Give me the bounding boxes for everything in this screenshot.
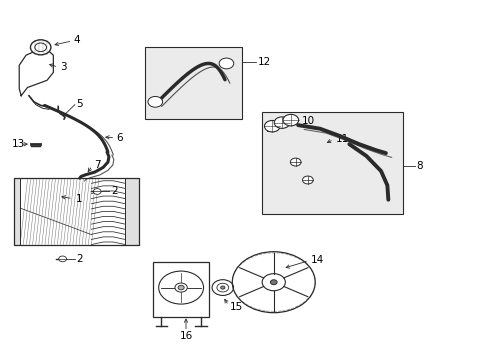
Text: 16: 16 [179,331,192,341]
Text: 4: 4 [74,35,81,45]
Circle shape [290,158,301,166]
Circle shape [212,280,233,296]
Text: 11: 11 [335,134,348,144]
Text: 13: 13 [11,139,24,149]
Text: 1: 1 [76,194,83,204]
Circle shape [220,286,224,289]
Bar [125,178,139,244]
Bar [261,112,402,214]
Circle shape [264,121,280,132]
Circle shape [274,117,289,129]
Text: 12: 12 [257,57,270,67]
Polygon shape [19,51,53,96]
Bar [14,178,20,244]
Bar [153,262,209,317]
Text: 8: 8 [416,161,423,171]
Circle shape [35,43,46,51]
Text: 9: 9 [265,124,271,134]
Text: 15: 15 [230,302,243,312]
Circle shape [148,96,162,107]
Circle shape [93,189,101,194]
Bar [14,178,20,244]
Circle shape [283,114,298,126]
Text: 7: 7 [94,159,101,170]
Circle shape [59,256,66,262]
Text: 2: 2 [111,186,117,197]
Circle shape [30,40,51,55]
Circle shape [219,58,233,69]
Text: 6: 6 [117,133,123,143]
Text: 14: 14 [310,255,323,265]
Bar [125,178,139,244]
Text: 2: 2 [76,254,83,264]
Bar [14,178,139,244]
Circle shape [270,280,277,285]
Circle shape [302,176,313,184]
Text: 10: 10 [301,116,314,126]
Circle shape [178,285,184,290]
Circle shape [175,283,187,292]
Text: 3: 3 [60,62,67,72]
Circle shape [217,283,228,292]
Bar [144,47,242,119]
Text: 5: 5 [76,99,83,109]
